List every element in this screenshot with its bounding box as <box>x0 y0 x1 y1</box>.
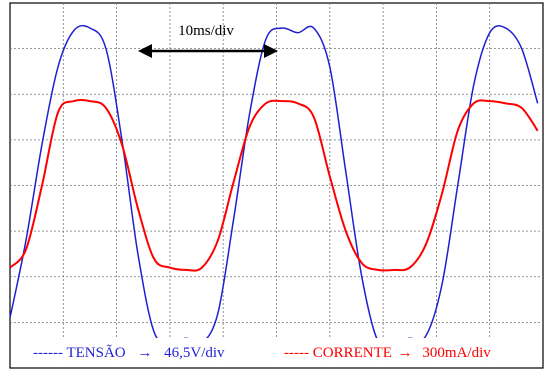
legend-tensao-arrow: → <box>137 345 152 361</box>
series-line-tenso <box>9 24 539 347</box>
legend: ------ TENSÃO → 46,5V/div ----- CORRENTE… <box>33 345 491 361</box>
legend-corrente-arrow: → <box>398 345 413 361</box>
legend-tensao-value: 46,5V/div <box>164 345 225 361</box>
time-div-arrow-left <box>138 44 152 58</box>
annotation-group: 10ms/div <box>138 23 278 58</box>
legend-background <box>12 338 541 367</box>
legend-corrente-label: ----- CORRENTE <box>284 345 392 361</box>
time-div-arrow-right <box>264 44 278 58</box>
legend-tensao-label: ------ TENSÃO <box>33 345 126 361</box>
time-per-div-label: 10ms/div <box>178 23 234 39</box>
legend-corrente-value: 300mA/div <box>422 345 491 361</box>
legend-corrente: ----- CORRENTE → 300mA/div <box>284 345 491 361</box>
series-line-corrente <box>9 98 539 272</box>
traces <box>9 24 539 347</box>
legend-tensao: ------ TENSÃO → 46,5V/div <box>33 345 225 361</box>
